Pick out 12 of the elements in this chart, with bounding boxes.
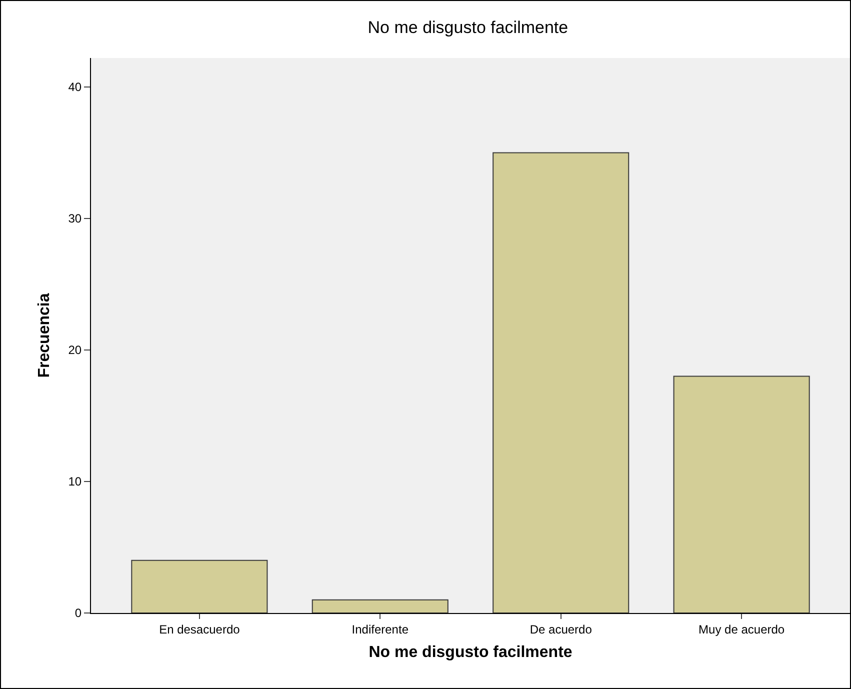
x-tick-label: En desacuerdo bbox=[159, 622, 240, 636]
y-tick-label: 10 bbox=[68, 474, 82, 489]
chart-title: No me disgusto facilmente bbox=[368, 18, 568, 38]
y-tick-label: 30 bbox=[68, 212, 82, 226]
x-tick-label: Indiferente bbox=[352, 622, 409, 636]
x-axis-title: No me disgusto facilmente bbox=[368, 644, 572, 662]
x-tick-label: De acuerdo bbox=[530, 622, 592, 636]
y-tick-label: 40 bbox=[68, 80, 82, 94]
y-tick-label: 20 bbox=[68, 343, 82, 358]
y-tick-label: 0 bbox=[74, 606, 82, 620]
y-axis-title: Frecuencia bbox=[36, 293, 54, 378]
x-tick-label: Muy de acuerdo bbox=[698, 622, 785, 636]
